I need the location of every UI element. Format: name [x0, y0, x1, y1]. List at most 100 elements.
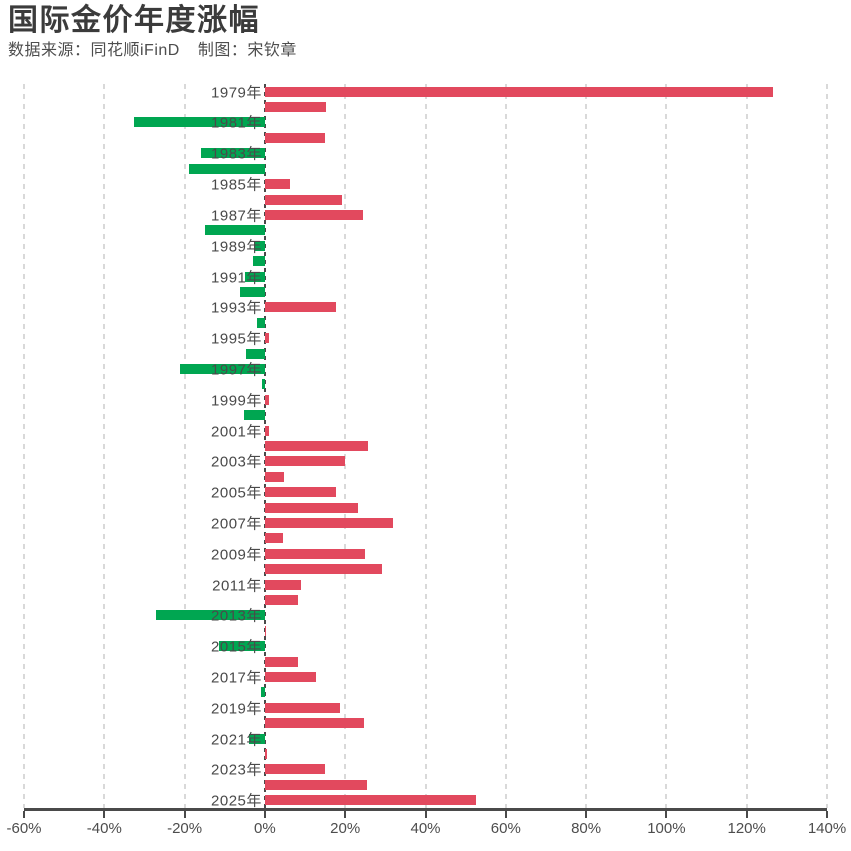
bar-row-2023: 2023年: [24, 762, 827, 779]
gridline: [424, 84, 427, 808]
x-tick-mark: [585, 811, 588, 818]
bar-2016: [264, 656, 299, 667]
bar-2024: [264, 779, 367, 790]
bar-1992: [240, 286, 265, 297]
bar-row-2003: 2003年: [24, 454, 827, 471]
bar-2005: [264, 487, 337, 498]
data-source-label: 数据来源：同花顺iFinD: [8, 42, 180, 59]
bar-2013: [156, 610, 265, 621]
x-tick-label: 60%: [490, 820, 521, 837]
bar-row-2021: 2021年: [24, 731, 827, 748]
bar-row-2013: 2013年: [24, 607, 827, 625]
year-label-1999: 1999年: [211, 392, 262, 410]
bar-2011: [264, 579, 302, 590]
bar-row-1999: 1999年: [24, 392, 827, 410]
gridline: [183, 84, 186, 808]
bar-1996: [246, 348, 265, 359]
bar-row-2020: [24, 716, 827, 731]
bar-2002: [264, 440, 369, 451]
bar-row-2025: 2025年: [24, 792, 827, 810]
bar-row-2014: [24, 623, 827, 638]
bar-row-1996: [24, 346, 827, 361]
bar-1995: [264, 333, 269, 344]
bar-1985: [264, 179, 290, 190]
bar-2023: [264, 764, 326, 775]
bar-2022: [264, 749, 267, 760]
bar-row-1990: [24, 253, 827, 268]
year-label-1981: 1981年: [211, 114, 262, 132]
x-tick-label: 100%: [647, 820, 686, 837]
x-tick-label: 20%: [330, 820, 361, 837]
x-tick-label: 140%: [807, 820, 847, 837]
gridline: [103, 84, 106, 808]
bar-2018: [260, 687, 265, 698]
plot-area: 1979年 1981年 1983年 1985年 1987年 1989年 1991年 1993年…: [23, 84, 828, 810]
bar-row-1982: [24, 130, 827, 145]
x-tick-label: 40%: [410, 820, 441, 837]
year-label-1979: 1979年: [211, 84, 262, 102]
bar-2017: [264, 672, 317, 683]
bar-2021: [249, 733, 265, 744]
bar-1980: [264, 102, 326, 113]
year-label-2013: 2013年: [211, 607, 262, 625]
gridline: [665, 84, 668, 808]
year-label-1983: 1983年: [211, 145, 262, 163]
x-tick-label: -60%: [6, 820, 42, 837]
bar-row-1989: 1989年: [24, 238, 827, 255]
bar-row-2006: [24, 500, 827, 515]
x-tick-mark: [665, 811, 668, 818]
bar-row-2007: 2007年: [24, 515, 827, 533]
year-label-2011: 2011年: [212, 577, 262, 595]
bar-2019: [264, 702, 340, 713]
bar-row-1991: 1991年: [24, 269, 827, 286]
gridline: [585, 84, 588, 808]
gridline: [23, 84, 25, 808]
bar-row-2022: [24, 746, 827, 761]
bar-1993: [264, 302, 337, 313]
year-label-1987: 1987年: [211, 207, 262, 225]
bar-row-1994: [24, 315, 827, 330]
bar-row-2024: [24, 777, 827, 792]
x-tick-label: 120%: [727, 820, 766, 837]
bar-row-1979: 1979年: [24, 84, 827, 102]
bar-2004: [264, 471, 284, 482]
gridline: [826, 84, 828, 808]
bar-2008: [264, 533, 283, 544]
x-tick-label: -40%: [86, 820, 122, 837]
bar-1990: [253, 256, 265, 267]
bar-row-1986: [24, 192, 827, 207]
bar-2020: [264, 718, 365, 729]
credit-label: 制图：宋钦章: [197, 42, 297, 59]
year-label-1985: 1985年: [211, 176, 262, 194]
bar-2010: [264, 564, 382, 575]
chart-header: 国际金价年度涨幅 数据来源：同花顺iFinD 制图：宋钦章: [8, 5, 297, 60]
year-label-1997: 1997年: [211, 361, 262, 379]
bar-row-2016: [24, 654, 827, 669]
bar-1986: [264, 194, 342, 205]
year-label-2007: 2007年: [211, 515, 262, 533]
bar-row-2017: 2017年: [24, 669, 827, 687]
bar-1979: [264, 86, 773, 97]
bar-row-1985: 1985年: [24, 176, 827, 194]
bar-2015: [218, 641, 265, 652]
bar-1998: [261, 379, 265, 390]
x-tick-mark: [424, 811, 427, 818]
bar-1983: [201, 148, 265, 159]
bar-row-1984: [24, 161, 827, 176]
x-tick-mark: [504, 811, 507, 818]
year-label-1995: 1995年: [211, 330, 262, 348]
bar-row-1997: 1997年: [24, 361, 827, 379]
year-label-2001: 2001年: [211, 423, 262, 441]
chart-subtitle: 数据来源：同花顺iFinD 制图：宋钦章: [8, 42, 297, 60]
bar-row-2010: [24, 562, 827, 577]
year-label-2005: 2005年: [211, 484, 262, 502]
bar-2003: [264, 456, 346, 467]
bar-row-1981: 1981年: [24, 114, 827, 132]
gridline: [745, 84, 748, 808]
x-tick-label: 0%: [254, 820, 276, 837]
bar-row-2019: 2019年: [24, 700, 827, 717]
x-tick-label: -20%: [167, 820, 203, 837]
bar-row-2001: 2001年: [24, 423, 827, 441]
year-label-2025: 2025年: [211, 792, 262, 810]
bar-row-2009: 2009年: [24, 546, 827, 563]
